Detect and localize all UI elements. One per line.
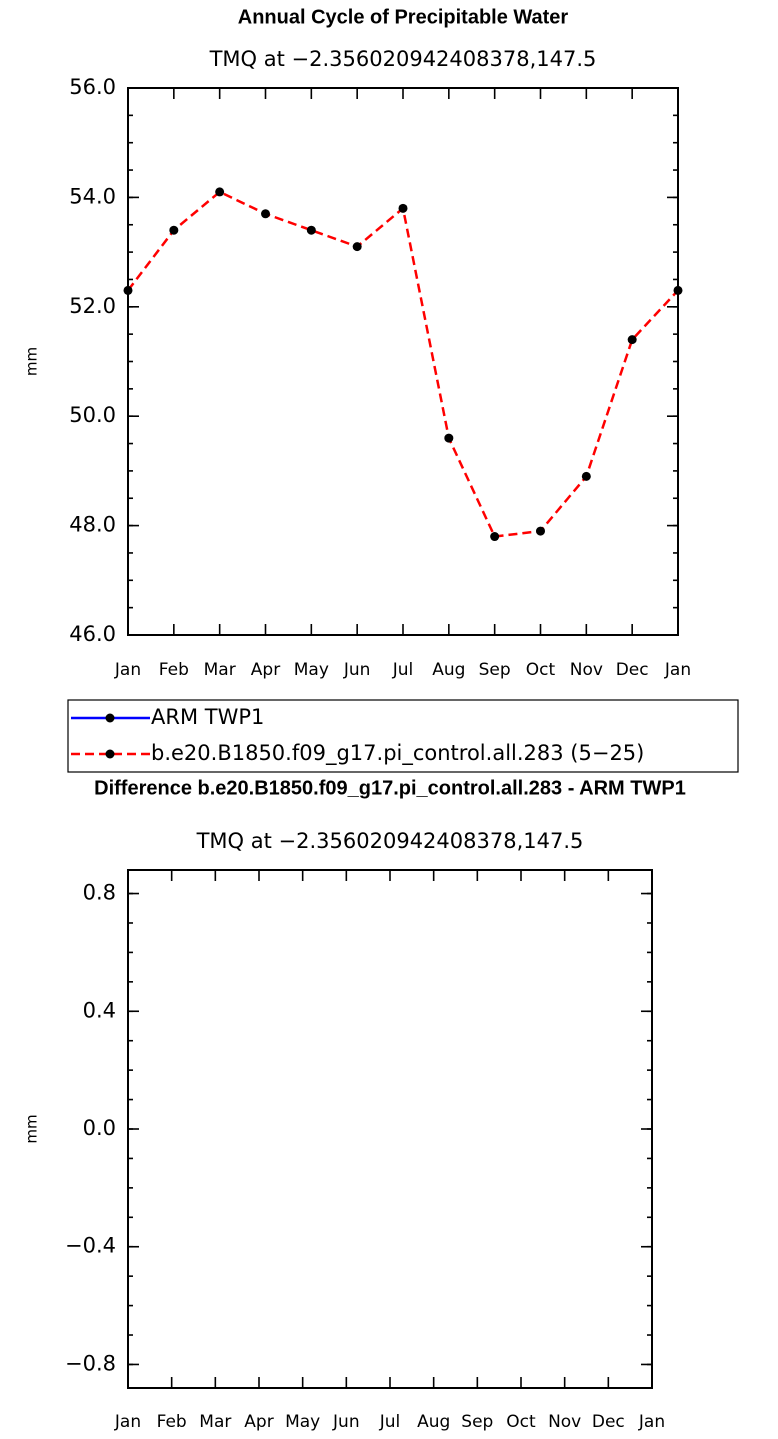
x-tick-label: Dec [616,660,649,680]
x-tick-label: Jul [379,1412,401,1432]
x-tick-label: Feb [159,660,189,680]
x-tick-label: Dec [592,1412,625,1432]
x-tick-label: Aug [432,660,465,680]
x-tick-label: Mar [204,660,236,680]
legend-marker [105,713,115,723]
data-point [673,285,683,295]
x-tick-label: Nov [548,1412,581,1432]
x-tick-label: Jun [343,660,371,680]
legend-marker [105,749,115,759]
data-point [306,225,316,235]
x-tick-label: Jul [392,660,414,680]
x-tick-label: Sep [479,660,511,680]
y-axis-label: mm [23,1114,41,1143]
y-tick-label: 56.0 [69,75,116,99]
legend-label: ARM TWP1 [151,705,264,729]
data-point [215,187,225,197]
y-tick-label: 50.0 [69,403,116,427]
chart-subtitle: TMQ at −2.356020942408378,147.5 [209,47,597,71]
y-tick-label: 48.0 [69,513,116,537]
x-tick-label: May [294,660,329,680]
x-tick-label: Apr [244,1412,273,1432]
x-tick-label: Apr [251,660,280,680]
y-tick-label: 0.4 [83,998,116,1022]
data-point [627,335,637,345]
y-axis-label: mm [23,347,41,376]
x-tick-label: Feb [157,1412,187,1432]
y-tick-label: 0.0 [83,1116,116,1140]
data-point [444,433,454,443]
x-tick-label: May [285,1412,320,1432]
y-tick-label: 54.0 [69,184,116,208]
y-tick-label: 0.8 [83,881,116,905]
x-tick-label: Jan [114,660,141,680]
data-point [581,471,591,481]
data-point [352,242,362,252]
y-tick-label: −0.4 [65,1234,116,1258]
data-point [169,225,179,235]
x-tick-label: Jan [114,1412,141,1432]
plot-frame [127,869,653,1389]
legend-label: b.e20.B1850.f09_g17.pi_control.all.283 (… [151,741,644,766]
x-tick-label: Aug [417,1412,450,1432]
x-tick-label: Oct [526,660,556,680]
x-tick-label: Jun [332,1412,360,1432]
data-point [398,203,408,213]
data-point [490,532,500,542]
x-tick-label: Jan [664,660,691,680]
data-point [261,209,270,219]
data-point [536,526,545,536]
series-line [127,190,679,538]
data-point [123,285,133,295]
y-tick-label: 46.0 [69,622,116,646]
legend-box [67,699,739,773]
x-tick-label: Sep [461,1412,493,1432]
y-tick-label: −0.8 [65,1351,116,1375]
x-tick-label: Nov [570,660,603,680]
x-tick-label: Jan [638,1412,665,1432]
x-tick-label: Oct [506,1412,536,1432]
y-tick-label: 52.0 [69,294,116,318]
chart-title: Difference b.e20.B1850.f09_g17.pi_contro… [94,777,686,799]
x-tick-label: Mar [199,1412,231,1432]
plot-frame [127,87,679,636]
chart-subtitle: TMQ at −2.356020942408378,147.5 [196,829,584,853]
chart-title: Annual Cycle of Precipitable Water [238,6,569,28]
